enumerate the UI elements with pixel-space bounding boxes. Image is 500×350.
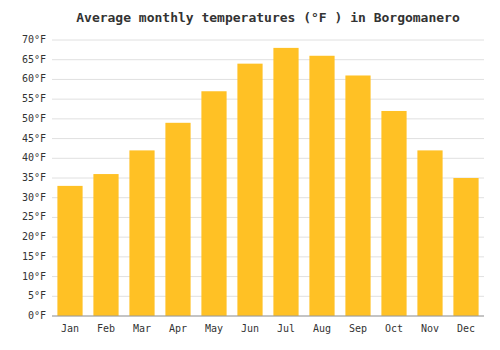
bar — [453, 178, 478, 316]
y-tick-label: 10°F — [22, 271, 46, 282]
y-tick-label: 45°F — [22, 133, 46, 144]
bar — [381, 111, 406, 316]
x-tick-label: Apr — [169, 323, 187, 334]
x-tick-label: Feb — [97, 323, 115, 334]
title: Average monthly temperatures (°F ) in Bo… — [76, 10, 460, 25]
y-tick-label: 65°F — [22, 54, 46, 65]
bar — [165, 123, 190, 316]
y-tick-label: 5°F — [28, 290, 46, 301]
bars — [57, 48, 478, 316]
y-tick-label: 35°F — [22, 172, 46, 183]
y-tick-label: 60°F — [22, 73, 46, 84]
y-tick-label: 50°F — [22, 113, 46, 124]
x-tick-label: Jul — [277, 323, 295, 334]
x-tick-label: Sep — [349, 323, 367, 334]
bar — [309, 56, 334, 316]
y-tick-label: 30°F — [22, 192, 46, 203]
grid-line — [52, 79, 484, 80]
x-tick-label: Aug — [313, 323, 331, 334]
bar — [93, 174, 118, 316]
y-axis: 0°F 5°F 10°F 15°F 20°F 25°F 30°F 35°F 40°F 45°F 50… — [22, 34, 46, 321]
bar — [57, 186, 82, 316]
y-tick-label: 25°F — [22, 211, 46, 222]
y-tick-label: 15°F — [22, 251, 46, 262]
x-tick-label: Jun — [241, 323, 259, 334]
x-tick-label: Oct — [385, 323, 403, 334]
grid-line — [52, 59, 484, 60]
x-tick-label: Jan — [61, 323, 79, 334]
bar — [417, 150, 442, 316]
grid-line — [52, 118, 484, 119]
chart-container: Average monthly temperatures (°F ) in Bo… — [0, 0, 500, 350]
x-axis: Jan Feb Mar Apr May Jun Jul Aug Sep Oct Nov Dec — [52, 316, 484, 334]
grid-line — [52, 99, 484, 100]
y-tick-label: 55°F — [22, 93, 46, 104]
bar — [129, 150, 154, 316]
bar — [345, 75, 370, 316]
x-tick-label: Dec — [457, 323, 475, 334]
y-tick-label: 0°F — [28, 310, 46, 321]
y-tick-label: 20°F — [22, 231, 46, 242]
grid-line — [52, 316, 484, 317]
bar — [273, 48, 298, 316]
bar — [237, 64, 262, 316]
x-axis-line — [52, 316, 484, 317]
x-tick-label: Mar — [133, 323, 151, 334]
y-tick-label: 70°F — [22, 34, 46, 45]
chart: Average monthly temperatures (°F ) in Bo… — [0, 0, 500, 350]
bar — [201, 91, 226, 316]
x-tick-label: Nov — [421, 323, 439, 334]
grid-line — [52, 40, 484, 41]
grid — [52, 40, 484, 316]
x-tick-label: May — [205, 323, 223, 334]
y-tick-label: 40°F — [22, 152, 46, 163]
grid-line — [52, 138, 484, 139]
